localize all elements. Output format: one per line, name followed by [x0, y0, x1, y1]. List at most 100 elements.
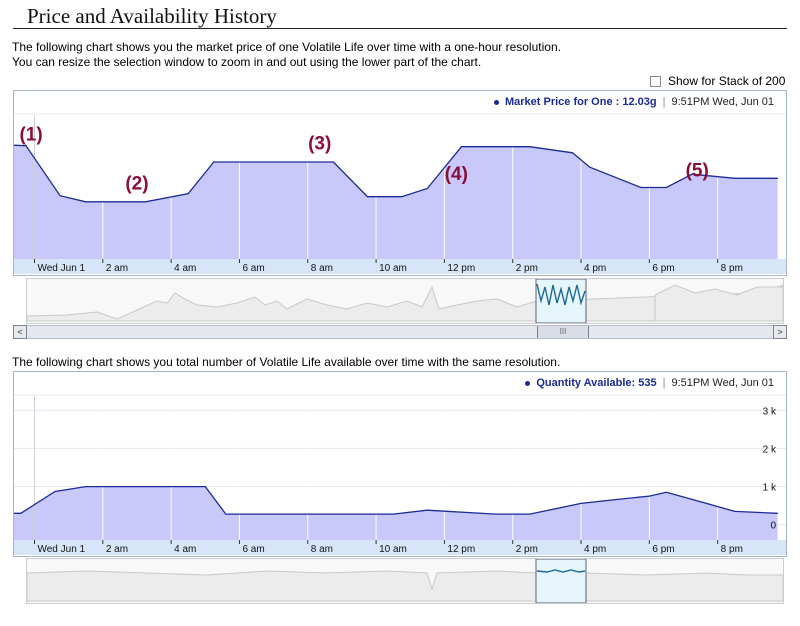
price-description-line-2: You can resize the selection window to z…	[12, 55, 482, 69]
quantity-navigator-sparkline	[26, 558, 784, 604]
x-tick-label: 8 pm	[721, 544, 743, 555]
legend-dot-icon	[525, 380, 531, 386]
x-tick-label: 4 am	[174, 544, 196, 555]
x-tick-label: 10 am	[379, 263, 407, 274]
quantity-chart-plot: Wed Jun 1 2 am 4 am 6 am 8 am 10 am 12 pm 2 pm 4…	[14, 394, 786, 555]
quantity-legend: Quantity Available: 535 | 9:51PM Wed, Ju…	[525, 372, 786, 394]
data-point	[700, 501, 702, 503]
data-point	[776, 512, 779, 514]
data-point	[392, 513, 394, 515]
quantity-navigator-track[interactable]	[26, 558, 784, 604]
data-point	[776, 177, 779, 179]
x-tick-label: 2 am	[106, 544, 128, 555]
x-tick-label: 4 am	[174, 263, 196, 274]
x-tick-label: 4 pm	[584, 263, 606, 274]
data-point	[648, 495, 650, 497]
area-fill	[14, 486, 778, 540]
x-axis-band	[14, 540, 786, 555]
data-point	[20, 512, 22, 514]
price-chart-description: The following chart shows you the market…	[12, 40, 561, 70]
x-tick-label: 8 am	[311, 263, 333, 274]
x-tick-label: 8 am	[311, 544, 333, 555]
y-tick-label: 2 k	[763, 444, 777, 455]
series-line	[14, 144, 778, 203]
x-tick-label: 8 pm	[721, 263, 743, 274]
data-point	[59, 195, 61, 197]
data-point	[614, 498, 616, 501]
x-tick-label: 12 pm	[447, 544, 475, 555]
x-tick-label: 6 pm	[652, 544, 674, 555]
data-point	[665, 186, 668, 189]
page-title: Price and Availability History	[27, 4, 277, 28]
scroll-right-icon[interactable]: >	[773, 325, 787, 339]
navigator-selection-window	[535, 558, 587, 604]
price-scrollbar[interactable]: < III >	[13, 325, 787, 339]
quantity-legend-value: Quantity Available: 535	[536, 377, 657, 389]
quantity-chart[interactable]: Quantity Available: 535 | 9:51PM Wed, Ju…	[13, 371, 787, 557]
data-point	[426, 509, 428, 511]
x-tick-label: 10 am	[379, 544, 407, 555]
annotation-label: (5)	[686, 160, 709, 181]
price-legend-value: Market Price for One : 12.03g	[504, 96, 657, 108]
x-tick-label: 2 pm	[516, 544, 538, 555]
legend-dot-icon	[493, 99, 499, 105]
x-tick-label: 2 pm	[516, 263, 538, 274]
data-point	[85, 201, 87, 203]
price-legend: Market Price for One : 12.03g | 9:51PM W…	[493, 91, 786, 113]
title-divider	[13, 28, 787, 29]
x-axis-band	[14, 259, 786, 274]
data-point	[144, 201, 147, 203]
stack-checkbox[interactable]	[650, 75, 661, 87]
data-point	[25, 145, 27, 147]
price-scroll-thumb[interactable]: III	[537, 326, 589, 338]
data-point	[460, 146, 463, 148]
price-chart-plot: Wed Jun 1 2 am 4 am 6 am 8 am 10 am 12 pm 2 pm 4…	[14, 113, 786, 274]
x-tick-label: 6 pm	[652, 263, 674, 274]
data-point	[665, 491, 668, 493]
price-navigator-track[interactable]	[26, 278, 784, 324]
navigator-selection-window	[535, 278, 587, 324]
x-tick-label: 12 pm	[447, 263, 475, 274]
x-tick-label: 2 am	[106, 263, 128, 274]
data-point	[426, 187, 428, 190]
quantity-legend-time: 9:51PM Wed, Jun 01	[671, 377, 774, 389]
quantity-navigator[interactable]	[13, 558, 787, 606]
stack-checkbox-label: Show for Stack of 200	[668, 74, 786, 88]
data-point	[529, 146, 531, 148]
data-point	[293, 513, 295, 515]
data-point	[734, 177, 736, 179]
annotation-label: (4)	[445, 164, 468, 185]
x-tick-label: 6 am	[242, 263, 264, 274]
data-point	[734, 510, 736, 512]
y-tick-label: 3 k	[763, 406, 777, 417]
price-navigator[interactable]: < III >	[13, 278, 787, 339]
price-description-line-1: The following chart shows you the market…	[12, 40, 561, 54]
data-point	[588, 166, 591, 168]
data-point	[213, 161, 215, 163]
series-line	[14, 485, 778, 515]
x-tick-label: 6 am	[242, 544, 264, 555]
data-point	[529, 513, 531, 515]
x-tick-label: Wed Jun 1	[37, 544, 85, 555]
data-point	[85, 485, 87, 488]
y-tick-label: 1 k	[763, 483, 777, 494]
data-point	[495, 513, 497, 515]
annotation-label: (3)	[308, 134, 331, 155]
data-point	[691, 173, 693, 175]
data-point	[204, 485, 206, 488]
data-point	[571, 152, 574, 154]
data-point	[640, 186, 642, 189]
annotation-label: (1)	[19, 125, 42, 146]
data-point	[401, 196, 403, 198]
scroll-left-icon[interactable]: <	[13, 325, 27, 339]
quantity-description: The following chart shows you total numb…	[12, 355, 561, 369]
data-point	[54, 490, 56, 493]
stack-toggle[interactable]: Show for Stack of 200	[650, 74, 785, 88]
x-tick-label: Wed Jun 1	[37, 263, 85, 274]
price-navigator-sparkline	[26, 278, 784, 324]
data-point	[225, 513, 227, 515]
x-tick-label: 4 pm	[584, 544, 606, 555]
data-point	[366, 196, 369, 198]
price-chart[interactable]: Market Price for One : 12.03g | 9:51PM W…	[13, 90, 787, 276]
price-legend-time: 9:51PM Wed, Jun 01	[671, 96, 774, 108]
